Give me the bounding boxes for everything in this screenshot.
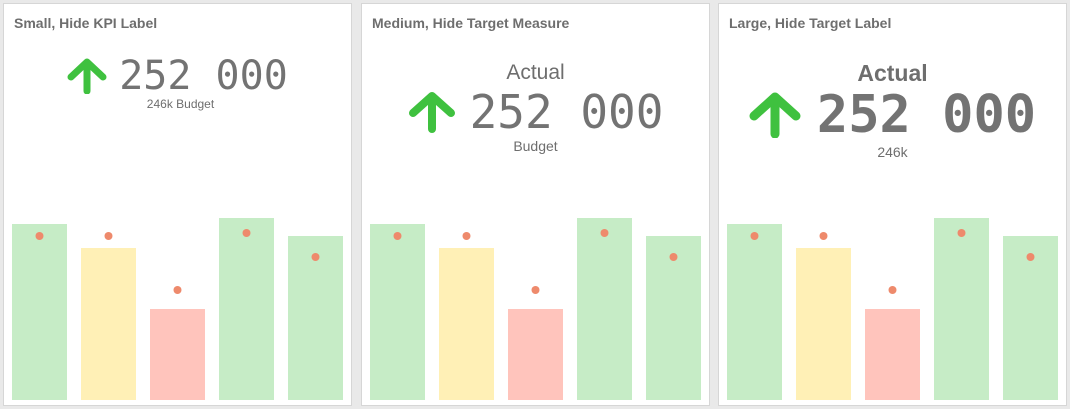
target-marker[interactable] (311, 253, 320, 261)
target-marker[interactable] (669, 253, 678, 261)
target-marker[interactable] (393, 232, 402, 240)
chart-bar[interactable] (727, 224, 782, 400)
bar-chart (12, 218, 343, 400)
bar-chart (370, 218, 701, 400)
kpi-block: Actual 252 000 Budget (362, 62, 709, 153)
kpi-block: 252 000 246k Budget (4, 56, 351, 110)
kpi-row: 252 000 (408, 85, 664, 139)
kpi-value: 252 000 (119, 53, 288, 99)
chart-bar[interactable] (81, 248, 136, 400)
kpi-target-text: 246k Budget (146, 97, 215, 111)
card-title: Large, Hide Target Label (729, 15, 892, 31)
kpi-row: 252 000 (749, 89, 1036, 141)
bar-chart (727, 218, 1058, 400)
kpi-row: 252 000 (67, 56, 288, 96)
target-marker[interactable] (104, 232, 113, 240)
chart-bar[interactable] (508, 309, 563, 400)
chart-bar[interactable] (646, 236, 701, 400)
arrow-up-icon (408, 92, 455, 133)
arrow-up-icon (67, 58, 107, 94)
kpi-label: Actual (857, 60, 928, 86)
arrow-up-icon (749, 92, 801, 138)
kpi-value: 252 000 (816, 85, 1037, 145)
chart-bar[interactable] (796, 248, 851, 400)
kpi-target-text: Budget (513, 138, 558, 154)
chart-bar[interactable] (439, 248, 494, 400)
chart-bar[interactable] (12, 224, 67, 400)
kpi-card-large[interactable]: Large, Hide Target Label Actual 252 000 … (718, 3, 1067, 406)
target-marker[interactable] (819, 232, 828, 240)
target-marker[interactable] (35, 232, 44, 240)
kpi-block: Actual 252 000 246k (719, 62, 1066, 159)
chart-bar[interactable] (865, 309, 920, 400)
target-marker[interactable] (462, 232, 471, 240)
chart-bar[interactable] (370, 224, 425, 400)
card-title: Small, Hide KPI Label (14, 15, 158, 31)
chart-bar[interactable] (1003, 236, 1058, 400)
kpi-card-medium[interactable]: Medium, Hide Target Measure Actual 252 0… (361, 3, 710, 406)
chart-bar[interactable] (934, 218, 989, 400)
target-marker[interactable] (173, 286, 182, 294)
target-marker[interactable] (750, 232, 759, 240)
card-title: Medium, Hide Target Measure (372, 15, 570, 31)
chart-bar[interactable] (288, 236, 343, 400)
target-marker[interactable] (888, 286, 897, 294)
kpi-target-text: 246k (877, 144, 908, 160)
target-marker[interactable] (531, 286, 540, 294)
target-marker[interactable] (1026, 253, 1035, 261)
chart-bar[interactable] (577, 218, 632, 400)
target-marker[interactable] (957, 229, 966, 237)
chart-bar[interactable] (219, 218, 274, 400)
kpi-card-small[interactable]: Small, Hide KPI Label 252 000 246k Budge… (3, 3, 352, 406)
kpi-label: Actual (506, 61, 565, 84)
kpi-value: 252 000 (469, 85, 664, 139)
target-marker[interactable] (600, 229, 609, 237)
target-marker[interactable] (242, 229, 251, 237)
chart-bar[interactable] (150, 309, 205, 400)
